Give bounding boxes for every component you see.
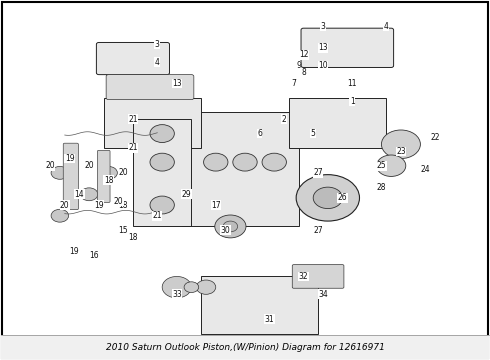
Text: 19: 19 <box>70 247 79 256</box>
Circle shape <box>150 196 174 214</box>
Text: 16: 16 <box>89 251 99 260</box>
Text: 19: 19 <box>94 201 104 210</box>
Text: 20: 20 <box>119 168 128 177</box>
Text: 31: 31 <box>265 315 274 324</box>
Text: 2010 Saturn Outlook Piston,(W/Pinion) Diagram for 12616971: 2010 Saturn Outlook Piston,(W/Pinion) Di… <box>105 343 385 352</box>
Text: 13: 13 <box>172 79 182 88</box>
Circle shape <box>233 153 257 171</box>
Text: 24: 24 <box>420 165 430 174</box>
Text: 21: 21 <box>128 115 138 124</box>
Text: 19: 19 <box>65 154 74 163</box>
Text: 5: 5 <box>311 129 316 138</box>
Text: 18: 18 <box>104 176 113 185</box>
Text: 27: 27 <box>313 168 323 177</box>
Circle shape <box>313 187 343 208</box>
Text: 20: 20 <box>60 201 70 210</box>
Circle shape <box>376 155 406 176</box>
Circle shape <box>184 282 199 293</box>
Text: 1: 1 <box>350 97 355 106</box>
Circle shape <box>51 209 69 222</box>
Circle shape <box>215 215 246 238</box>
FancyBboxPatch shape <box>98 150 110 203</box>
Text: 18: 18 <box>128 233 138 242</box>
FancyBboxPatch shape <box>63 143 78 210</box>
Text: 14: 14 <box>74 190 84 199</box>
Text: 26: 26 <box>338 193 347 202</box>
Circle shape <box>162 276 192 298</box>
FancyBboxPatch shape <box>292 265 344 288</box>
FancyBboxPatch shape <box>104 98 201 148</box>
Text: 3: 3 <box>155 40 160 49</box>
Circle shape <box>51 166 69 179</box>
Text: 20: 20 <box>114 197 123 206</box>
Circle shape <box>296 175 360 221</box>
Circle shape <box>203 153 228 171</box>
Text: 7: 7 <box>291 79 296 88</box>
Text: 13: 13 <box>318 43 328 52</box>
Text: 10: 10 <box>318 61 328 70</box>
Circle shape <box>196 280 216 294</box>
Circle shape <box>262 153 287 171</box>
Text: 20: 20 <box>45 161 55 170</box>
Text: 27: 27 <box>313 225 323 234</box>
Text: 20: 20 <box>84 161 94 170</box>
Text: 21: 21 <box>128 143 138 152</box>
Text: 3: 3 <box>320 22 325 31</box>
Text: 28: 28 <box>377 183 386 192</box>
Circle shape <box>150 125 174 143</box>
FancyBboxPatch shape <box>201 276 318 334</box>
FancyBboxPatch shape <box>301 28 393 67</box>
FancyBboxPatch shape <box>106 75 194 100</box>
FancyBboxPatch shape <box>133 119 192 226</box>
Text: 30: 30 <box>220 225 230 234</box>
Text: 12: 12 <box>299 50 308 59</box>
Text: 32: 32 <box>298 272 308 281</box>
Text: 9: 9 <box>296 61 301 70</box>
Circle shape <box>80 188 98 201</box>
Bar <box>1 336 489 359</box>
Text: 23: 23 <box>396 147 406 156</box>
Text: 29: 29 <box>182 190 192 199</box>
Text: 2: 2 <box>282 115 286 124</box>
Text: 17: 17 <box>211 201 220 210</box>
Circle shape <box>100 166 117 179</box>
Circle shape <box>223 221 238 232</box>
FancyBboxPatch shape <box>289 98 386 148</box>
Text: 25: 25 <box>377 161 386 170</box>
Text: 21: 21 <box>152 211 162 220</box>
Text: 11: 11 <box>347 79 357 88</box>
Text: 33: 33 <box>172 290 182 299</box>
Text: 4: 4 <box>384 22 389 31</box>
Text: 8: 8 <box>301 68 306 77</box>
FancyBboxPatch shape <box>97 42 170 75</box>
Circle shape <box>150 153 174 171</box>
Text: 18: 18 <box>119 201 128 210</box>
Text: 6: 6 <box>257 129 262 138</box>
Text: 4: 4 <box>155 58 160 67</box>
Text: 15: 15 <box>119 225 128 234</box>
Text: 22: 22 <box>430 132 440 141</box>
Circle shape <box>381 130 420 158</box>
Text: 34: 34 <box>318 290 328 299</box>
FancyBboxPatch shape <box>182 112 298 226</box>
